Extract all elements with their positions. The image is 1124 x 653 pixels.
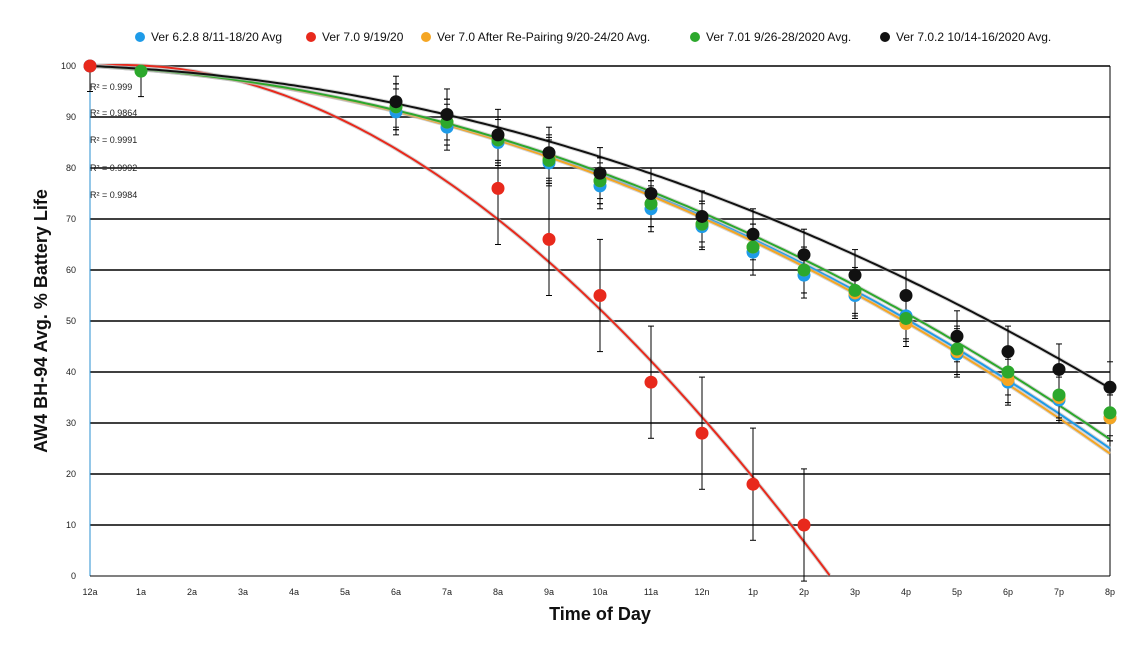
y-tick-label: 70 bbox=[66, 214, 76, 224]
x-tick-label: 2p bbox=[799, 587, 809, 597]
x-tick-label: 3a bbox=[238, 587, 248, 597]
data-point bbox=[1052, 362, 1066, 376]
x-axis-title: Time of Day bbox=[549, 604, 651, 624]
legend-label: Ver 6.2.8 8/11-18/20 Avg bbox=[151, 30, 282, 44]
x-tick-label: 3p bbox=[850, 587, 860, 597]
y-tick-label: 10 bbox=[66, 520, 76, 530]
y-tick-label: 20 bbox=[66, 469, 76, 479]
data-point bbox=[593, 289, 607, 302]
data-point bbox=[593, 166, 607, 180]
data-point bbox=[899, 289, 913, 302]
x-tick-label: 4a bbox=[289, 587, 299, 597]
x-tick-label: 6p bbox=[1003, 587, 1013, 597]
legend-marker bbox=[880, 32, 890, 42]
r-squared-label: R² = 0.999 bbox=[90, 82, 132, 92]
x-tick-label: 7a bbox=[442, 587, 452, 597]
data-point bbox=[1001, 345, 1015, 359]
x-tick-label: 12a bbox=[82, 587, 97, 597]
data-point bbox=[389, 95, 403, 109]
data-point bbox=[1103, 380, 1117, 394]
x-tick-label: 5p bbox=[952, 587, 962, 597]
x-tick-label: 11a bbox=[644, 587, 658, 597]
x-tick-label: 7p bbox=[1054, 587, 1064, 597]
legend-label: Ver 7.0 9/19/20 bbox=[322, 30, 404, 44]
data-point bbox=[695, 426, 709, 440]
data-point bbox=[644, 375, 658, 389]
data-point bbox=[83, 59, 97, 73]
legend-marker bbox=[690, 32, 700, 42]
data-point bbox=[899, 311, 913, 325]
r-squared-label: R² = 0.9991 bbox=[90, 135, 137, 145]
data-point bbox=[542, 146, 556, 160]
data-point bbox=[644, 187, 658, 200]
data-point bbox=[491, 181, 505, 195]
x-tick-label: 8a bbox=[493, 587, 503, 597]
data-point bbox=[848, 268, 862, 282]
y-tick-label: 100 bbox=[61, 61, 76, 71]
data-point bbox=[134, 64, 148, 78]
trend-line bbox=[89, 64, 831, 576]
x-tick-label: 1p bbox=[748, 587, 758, 597]
y-tick-label: 60 bbox=[66, 265, 76, 275]
x-tick-label: 5a bbox=[340, 587, 350, 597]
x-tick-label: 8p bbox=[1105, 587, 1115, 597]
x-tick-label: 2a bbox=[187, 587, 197, 597]
data-point bbox=[950, 329, 964, 343]
x-tick-label: 4p bbox=[901, 587, 911, 597]
x-tick-label: 1a bbox=[136, 587, 146, 597]
data-point bbox=[797, 518, 811, 532]
y-tick-label: 40 bbox=[66, 367, 76, 377]
y-axis-title: AW4 BH-94 Avg. % Battery Life bbox=[31, 189, 51, 453]
y-tick-label: 0 bbox=[71, 571, 76, 581]
data-point bbox=[1052, 388, 1066, 402]
x-tick-label: 12n bbox=[694, 587, 709, 597]
data-point bbox=[848, 283, 862, 297]
data-point bbox=[1103, 406, 1117, 420]
x-tick-label: 6a bbox=[391, 587, 401, 597]
data-point bbox=[746, 477, 760, 491]
r-squared-label: R² = 0.9984 bbox=[90, 190, 137, 200]
y-tick-label: 50 bbox=[66, 316, 76, 326]
x-tick-label: 9a bbox=[544, 587, 554, 597]
data-point bbox=[440, 107, 454, 121]
data-point bbox=[644, 197, 658, 211]
legend-label: Ver 7.01 9/26-28/2020 Avg. bbox=[706, 30, 851, 44]
legend-marker bbox=[306, 32, 316, 42]
legend-marker bbox=[421, 32, 431, 42]
y-tick-label: 30 bbox=[66, 418, 76, 428]
data-point bbox=[1001, 365, 1015, 379]
y-tick-label: 80 bbox=[66, 163, 76, 173]
error-bars bbox=[87, 65, 1113, 582]
data-point bbox=[542, 232, 556, 246]
y-tick-label: 90 bbox=[66, 112, 76, 122]
trend-line-shadow bbox=[89, 63, 832, 577]
data-point bbox=[746, 240, 760, 254]
tick-labels: 0 10 20 30 40 50 60 70 80 90 100 12a 1a 2a 3a 4a 5a 6a 7a 8… bbox=[61, 61, 1115, 597]
data-points bbox=[83, 59, 1117, 532]
r-squared-label: R² = 0.9992 bbox=[90, 163, 137, 173]
data-point bbox=[491, 128, 505, 142]
x-tick-label: 10a bbox=[592, 587, 607, 597]
legend-label: Ver 7.0 After Re-Pairing 9/20-24/20 Avg. bbox=[437, 30, 650, 44]
data-point bbox=[797, 248, 811, 262]
data-point bbox=[950, 342, 964, 356]
legend: Ver 6.2.8 8/11-18/20 Avg Ver 7.0 9/19/20 V… bbox=[135, 30, 1051, 44]
r-squared-labels: R² = 0.999 R² = 0.9864 R² = 0.9991 R² = 0.9… bbox=[90, 82, 137, 200]
data-point bbox=[695, 209, 709, 223]
data-point bbox=[797, 263, 811, 277]
legend-label: Ver 7.0.2 10/14-16/2020 Avg. bbox=[896, 30, 1051, 44]
r-squared-label: R² = 0.9864 bbox=[90, 108, 137, 118]
data-point bbox=[746, 227, 760, 241]
legend-marker bbox=[135, 32, 145, 42]
